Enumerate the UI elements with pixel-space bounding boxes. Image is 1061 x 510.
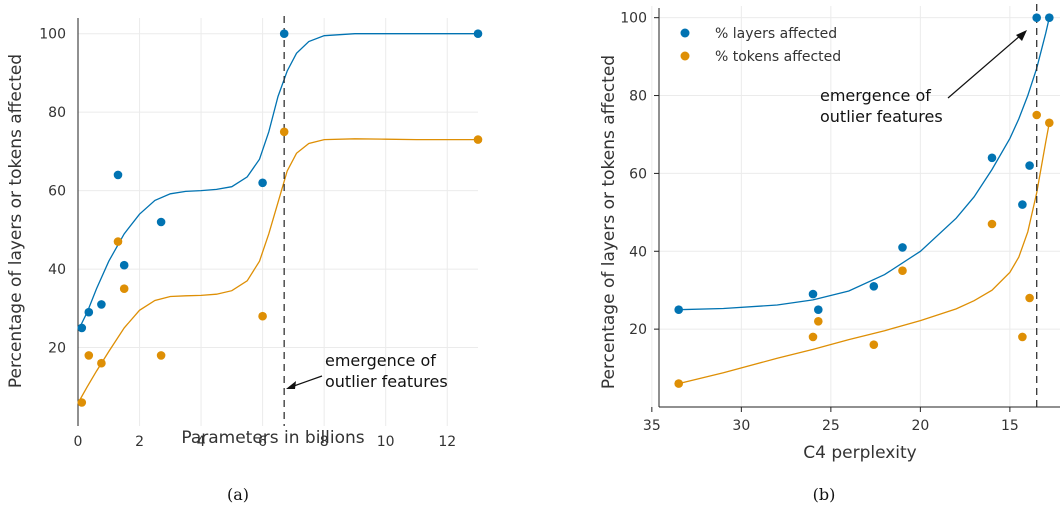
data-point-tokens: [1032, 110, 1041, 120]
legend-marker-tokens: [680, 51, 690, 61]
panel-a-gridlines: [77, 18, 478, 426]
data-point-tokens: [987, 219, 997, 229]
x-tick-label: 0: [74, 434, 83, 450]
x-tick-label: 15: [1001, 418, 1019, 434]
data-point-layers: [279, 29, 289, 38]
data-point-tokens: [1018, 332, 1027, 342]
panel-b-fit-curves: [678, 17, 1050, 385]
y-tick-label: 80: [629, 89, 647, 105]
data-point-tokens: [869, 340, 879, 350]
data-point-tokens: [1025, 293, 1034, 303]
panel-b-legend: % layers affected % tokens affected: [680, 26, 841, 65]
data-point-layers: [1025, 161, 1034, 170]
panel-b-annotation-line2: outlier features: [820, 107, 943, 126]
y-tick-label: 80: [48, 105, 66, 121]
panel-b-annotation-arrow: [947, 34, 1022, 99]
panel-b-annotation-arrowhead: [1016, 30, 1027, 41]
data-point-layers: [77, 323, 87, 333]
legend-marker-layers: [680, 28, 690, 38]
x-tick-label: 12: [438, 434, 456, 450]
data-point-tokens: [674, 379, 683, 388]
panel-a-x-axis-label: Parameters in billions: [181, 428, 364, 448]
data-point-layers: [814, 305, 823, 315]
data-point-tokens: [814, 317, 823, 326]
x-tick-label: 35: [643, 418, 661, 434]
x-tick-label: 6: [258, 434, 267, 450]
panel-a-caption: (a): [227, 485, 249, 504]
y-tick-label: 100: [39, 27, 66, 43]
data-point-layers: [987, 153, 997, 163]
data-point-layers: [258, 178, 267, 188]
x-tick-label: 10: [377, 434, 395, 450]
y-tick-label: 40: [629, 244, 647, 260]
x-tick-label: 25: [822, 418, 840, 434]
data-point-tokens: [156, 351, 166, 360]
panel-b-gridlines: [651, 6, 1060, 412]
fit-curve-layers: [678, 17, 1050, 311]
panel-b-y-axis-label: Percentage of layers or tokens affected: [599, 55, 619, 389]
y-tick-label: 40: [48, 262, 66, 278]
data-point-layers: [808, 289, 818, 299]
data-point-tokens: [279, 127, 289, 137]
legend-label-tokens: % tokens affected: [715, 49, 841, 65]
panel-a-annotation-arrowhead: [286, 381, 296, 389]
data-point-tokens: [473, 135, 483, 144]
data-point-layers: [674, 305, 683, 315]
fit-curve-tokens: [678, 122, 1050, 385]
y-tick-label: 100: [620, 11, 647, 27]
panel-a: 0 2 4 6 8 10 12 20 40 60 80 100 Parameters in bill…: [6, 16, 483, 504]
data-point-tokens: [84, 351, 94, 360]
x-tick-label: 30: [732, 418, 750, 434]
panel-a-y-axis-label: Percentage of layers or tokens affected: [6, 54, 26, 388]
data-point-layers: [898, 243, 907, 252]
data-point-tokens: [1045, 118, 1054, 128]
data-point-tokens: [898, 266, 907, 276]
x-tick-label: 4: [197, 434, 206, 450]
data-point-layers: [156, 217, 166, 227]
data-point-layers: [84, 307, 94, 317]
panel-a-annotation-arrow: [290, 375, 323, 388]
panel-a-points: [77, 29, 483, 407]
data-point-layers: [97, 300, 106, 309]
data-point-layers: [473, 29, 483, 38]
data-point-tokens: [119, 284, 129, 294]
x-tick-label: 20: [911, 418, 929, 434]
legend-label-layers: % layers affected: [715, 26, 837, 42]
panel-b-points: [674, 13, 1054, 388]
panel-b-annotation-line1: emergence of: [820, 86, 931, 105]
data-point-layers: [1018, 200, 1027, 209]
x-tick-label: 8: [320, 434, 329, 450]
panel-b-caption: (b): [813, 485, 836, 504]
data-point-tokens: [113, 237, 123, 246]
panel-a-annotation-line2: outlier features: [325, 372, 448, 391]
panel-a-y-tick-labels: 20 40 60 80 100: [39, 27, 66, 357]
panel-a-x-tick-labels: 0 2 4 6 8 10 12: [74, 434, 457, 450]
panel-a-annotation-line1: emergence of: [325, 351, 436, 370]
x-tick-label: 2: [135, 434, 144, 450]
data-point-tokens: [258, 311, 267, 321]
y-tick-label: 20: [629, 322, 647, 338]
data-point-layers: [113, 170, 123, 180]
y-tick-label: 60: [48, 184, 66, 200]
data-point-layers: [869, 282, 879, 291]
panel-b-x-tick-labels: 35 30 25 20 15: [643, 418, 1019, 434]
panel-b-y-tick-labels: 20 40 60 80 100: [620, 11, 647, 338]
data-point-layers: [119, 260, 129, 270]
fit-curve-layers: [78, 33, 478, 329]
fit-curve-tokens: [78, 138, 478, 401]
data-point-layers: [1045, 13, 1054, 22]
data-point-layers: [1032, 13, 1041, 22]
data-point-tokens: [77, 398, 87, 407]
data-point-tokens: [808, 332, 818, 342]
panel-a-fit-curves: [78, 33, 478, 401]
y-tick-label: 20: [48, 341, 66, 357]
data-point-tokens: [97, 358, 106, 368]
y-tick-label: 60: [629, 166, 647, 182]
panel-b: 35 30 25 20 15 20 40 60 80 100 C4 perplexity Per…: [599, 4, 1060, 504]
panel-b-x-axis-label: C4 perplexity: [803, 443, 917, 463]
